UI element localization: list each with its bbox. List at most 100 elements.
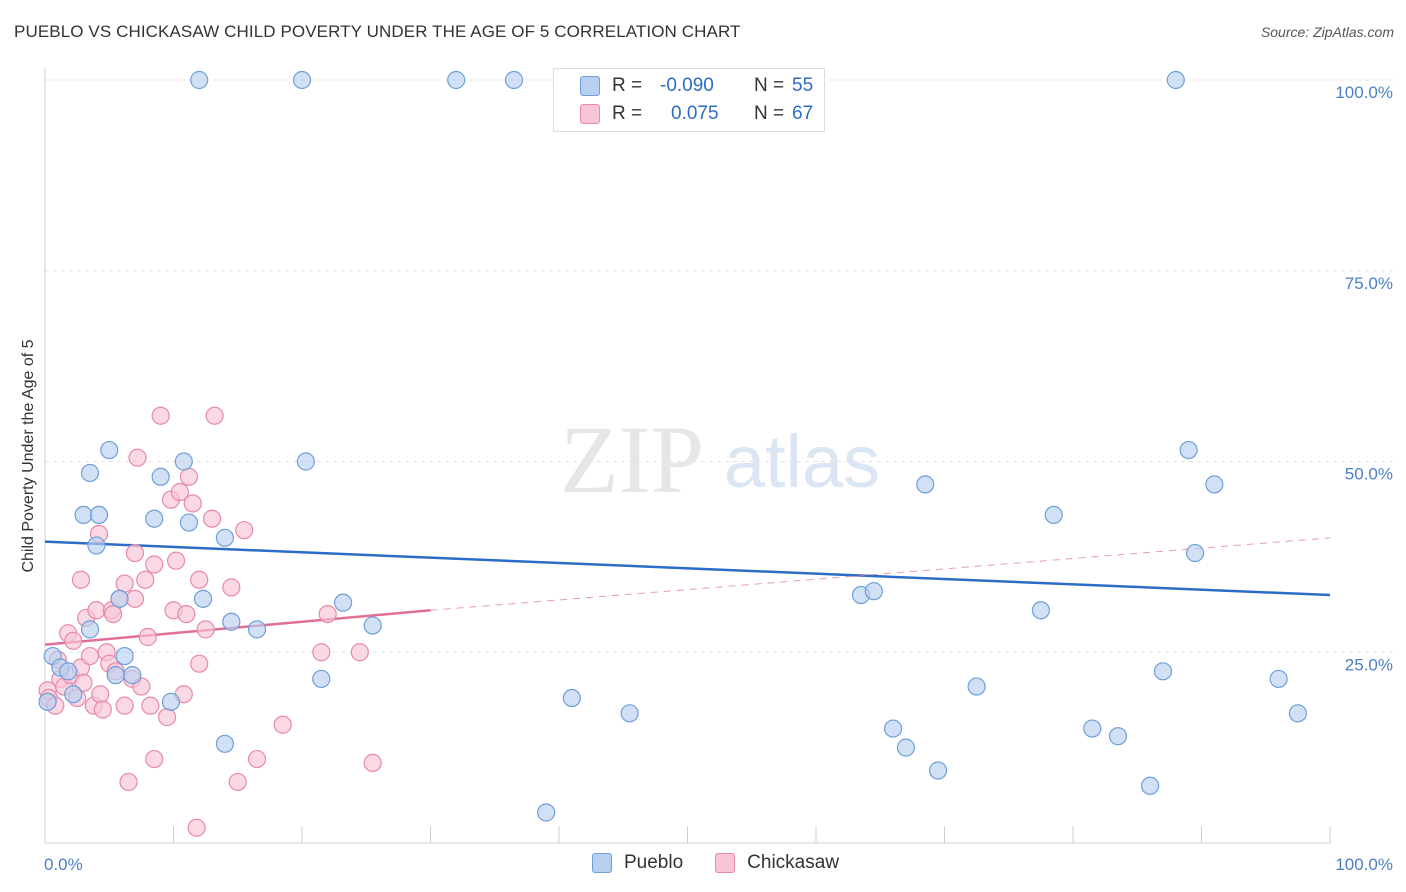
chickasaw-point-59	[273, 715, 292, 734]
pueblo-point-36	[620, 704, 639, 723]
chickasaw-point-26	[115, 696, 134, 715]
source-credit: Source: ZipAtlas.com	[1260, 24, 1394, 40]
series-legend: Pueblo Chickasaw	[592, 852, 871, 874]
pueblo-point-17	[161, 692, 181, 711]
pueblo-point-15	[145, 509, 164, 528]
watermark: ZIP atlas	[560, 406, 880, 513]
pueblo-point-23	[215, 528, 234, 547]
pueblo-point-50	[1166, 70, 1185, 90]
pueblo-point-43	[967, 677, 986, 696]
pueblo-point-55	[1288, 704, 1307, 723]
pueblo-n-label: N =	[754, 75, 785, 96]
y-tick-label-100: 100.0%	[1335, 83, 1393, 102]
chickasaw-point-47	[179, 467, 199, 486]
chickasaw-point-39	[151, 406, 170, 425]
chickasaw-point-48	[183, 494, 202, 513]
pueblo-point-41	[916, 475, 935, 494]
pueblo-point-27	[296, 452, 315, 471]
pueblo-point-26	[292, 70, 312, 90]
chickasaw-point-46	[177, 604, 196, 624]
pueblo-point-7	[80, 463, 100, 483]
stats-legend: R = -0.090 N = 55 R = 0.075 N = 67	[553, 68, 825, 132]
pueblo-point-12	[110, 589, 129, 608]
chickasaw-point-61	[318, 604, 337, 624]
chickasaw-point-31	[125, 543, 145, 563]
chickasaw-point-49	[187, 818, 206, 837]
chickasaw-point-62	[350, 643, 369, 662]
pueblo-point-4	[64, 685, 83, 704]
pueblo-point-38	[864, 582, 883, 601]
chickasaw-point-57	[235, 521, 254, 540]
pueblo-point-16	[151, 467, 170, 486]
chickasaw-point-56	[228, 772, 247, 792]
pueblo-point-49	[1153, 662, 1173, 681]
pueblo-points	[38, 70, 1307, 822]
chickasaw-point-27	[115, 574, 134, 593]
chickasaw-point-35	[138, 627, 157, 647]
chickasaw-point-54	[205, 406, 224, 425]
chickasaw-point-43	[166, 551, 186, 570]
pueblo-point-54	[1269, 669, 1288, 689]
pueblo-point-10	[100, 440, 119, 460]
pueblo-point-22	[215, 734, 234, 753]
chickasaw-swatch	[580, 104, 600, 124]
chickasaw-point-28	[119, 772, 138, 792]
pueblo-point-53	[1205, 475, 1224, 494]
y-tick-label-75: 75.0%	[1345, 274, 1393, 293]
pueblo-point-24	[222, 612, 241, 631]
chickasaw-point-38	[145, 555, 164, 574]
chickasaw-point-53	[202, 509, 222, 528]
pueblo-point-39	[883, 719, 903, 738]
pueblo-point-20	[190, 70, 209, 90]
legend-item-chickasaw: Chickasaw	[715, 852, 839, 874]
pueblo-point-45	[1044, 505, 1063, 525]
pueblo-point-33	[537, 803, 556, 822]
pueblo-point-51	[1179, 440, 1198, 460]
pueblo-legend-swatch	[592, 853, 612, 873]
pueblo-point-0	[38, 692, 57, 711]
pueblo-point-52	[1185, 543, 1205, 563]
pueblo-point-30	[363, 616, 382, 635]
pueblo-legend-label: Pueblo	[624, 852, 684, 873]
y-tick-label-25: 25.0%	[1345, 655, 1393, 674]
chickasaw-point-23	[104, 604, 123, 624]
pueblo-point-19	[179, 513, 199, 532]
pueblo-swatch	[580, 76, 600, 96]
pueblo-trend-line-0	[44, 540, 1331, 597]
chickasaw-legend-swatch	[715, 853, 736, 873]
pueblo-point-34	[562, 688, 581, 708]
pueblo-point-46	[1083, 719, 1102, 738]
x-tick-label-start: 0.0%	[44, 855, 83, 874]
x-tick-label-end: 100.0%	[1335, 855, 1393, 874]
y-tick-label-50: 50.0%	[1345, 465, 1393, 484]
chickasaw-point-44	[170, 482, 190, 502]
tick-labels: 25.0% 50.0% 75.0% 100.0% 0.0% 100.0%	[44, 83, 1393, 874]
legend-row-chickasaw: R = 0.075 N = 67	[580, 101, 813, 127]
watermark-atlas: atlas	[724, 420, 880, 503]
chickasaw-point-40	[157, 708, 177, 727]
pueblo-point-42	[928, 761, 948, 780]
chickasaw-legend-label: Chickasaw	[747, 852, 840, 873]
chickasaw-point-37	[145, 749, 164, 769]
chart-title: PUEBLO VS CHICKASAW CHILD POVERTY UNDER …	[14, 22, 741, 41]
pueblo-point-3	[59, 662, 78, 681]
chickasaw-point-36	[141, 696, 160, 715]
pueblo-point-47	[1108, 727, 1128, 746]
pueblo-point-32	[504, 70, 524, 90]
pueblo-point-5	[74, 505, 93, 525]
chickasaw-point-12	[74, 673, 93, 692]
gridlines	[45, 79, 1395, 653]
chickasaw-point-52	[196, 620, 215, 639]
pueblo-point-31	[447, 70, 466, 90]
chickasaw-point-18	[91, 685, 110, 704]
axes	[44, 68, 1331, 844]
pueblo-point-8	[87, 536, 106, 555]
chickasaw-point-34	[136, 570, 155, 589]
chickasaw-point-30	[125, 589, 145, 608]
chickasaw-point-14	[80, 646, 100, 666]
chickasaw-point-51	[190, 654, 209, 673]
pueblo-point-48	[1140, 776, 1160, 795]
pueblo-point-6	[80, 620, 100, 639]
pueblo-n-value: 55	[792, 75, 814, 96]
